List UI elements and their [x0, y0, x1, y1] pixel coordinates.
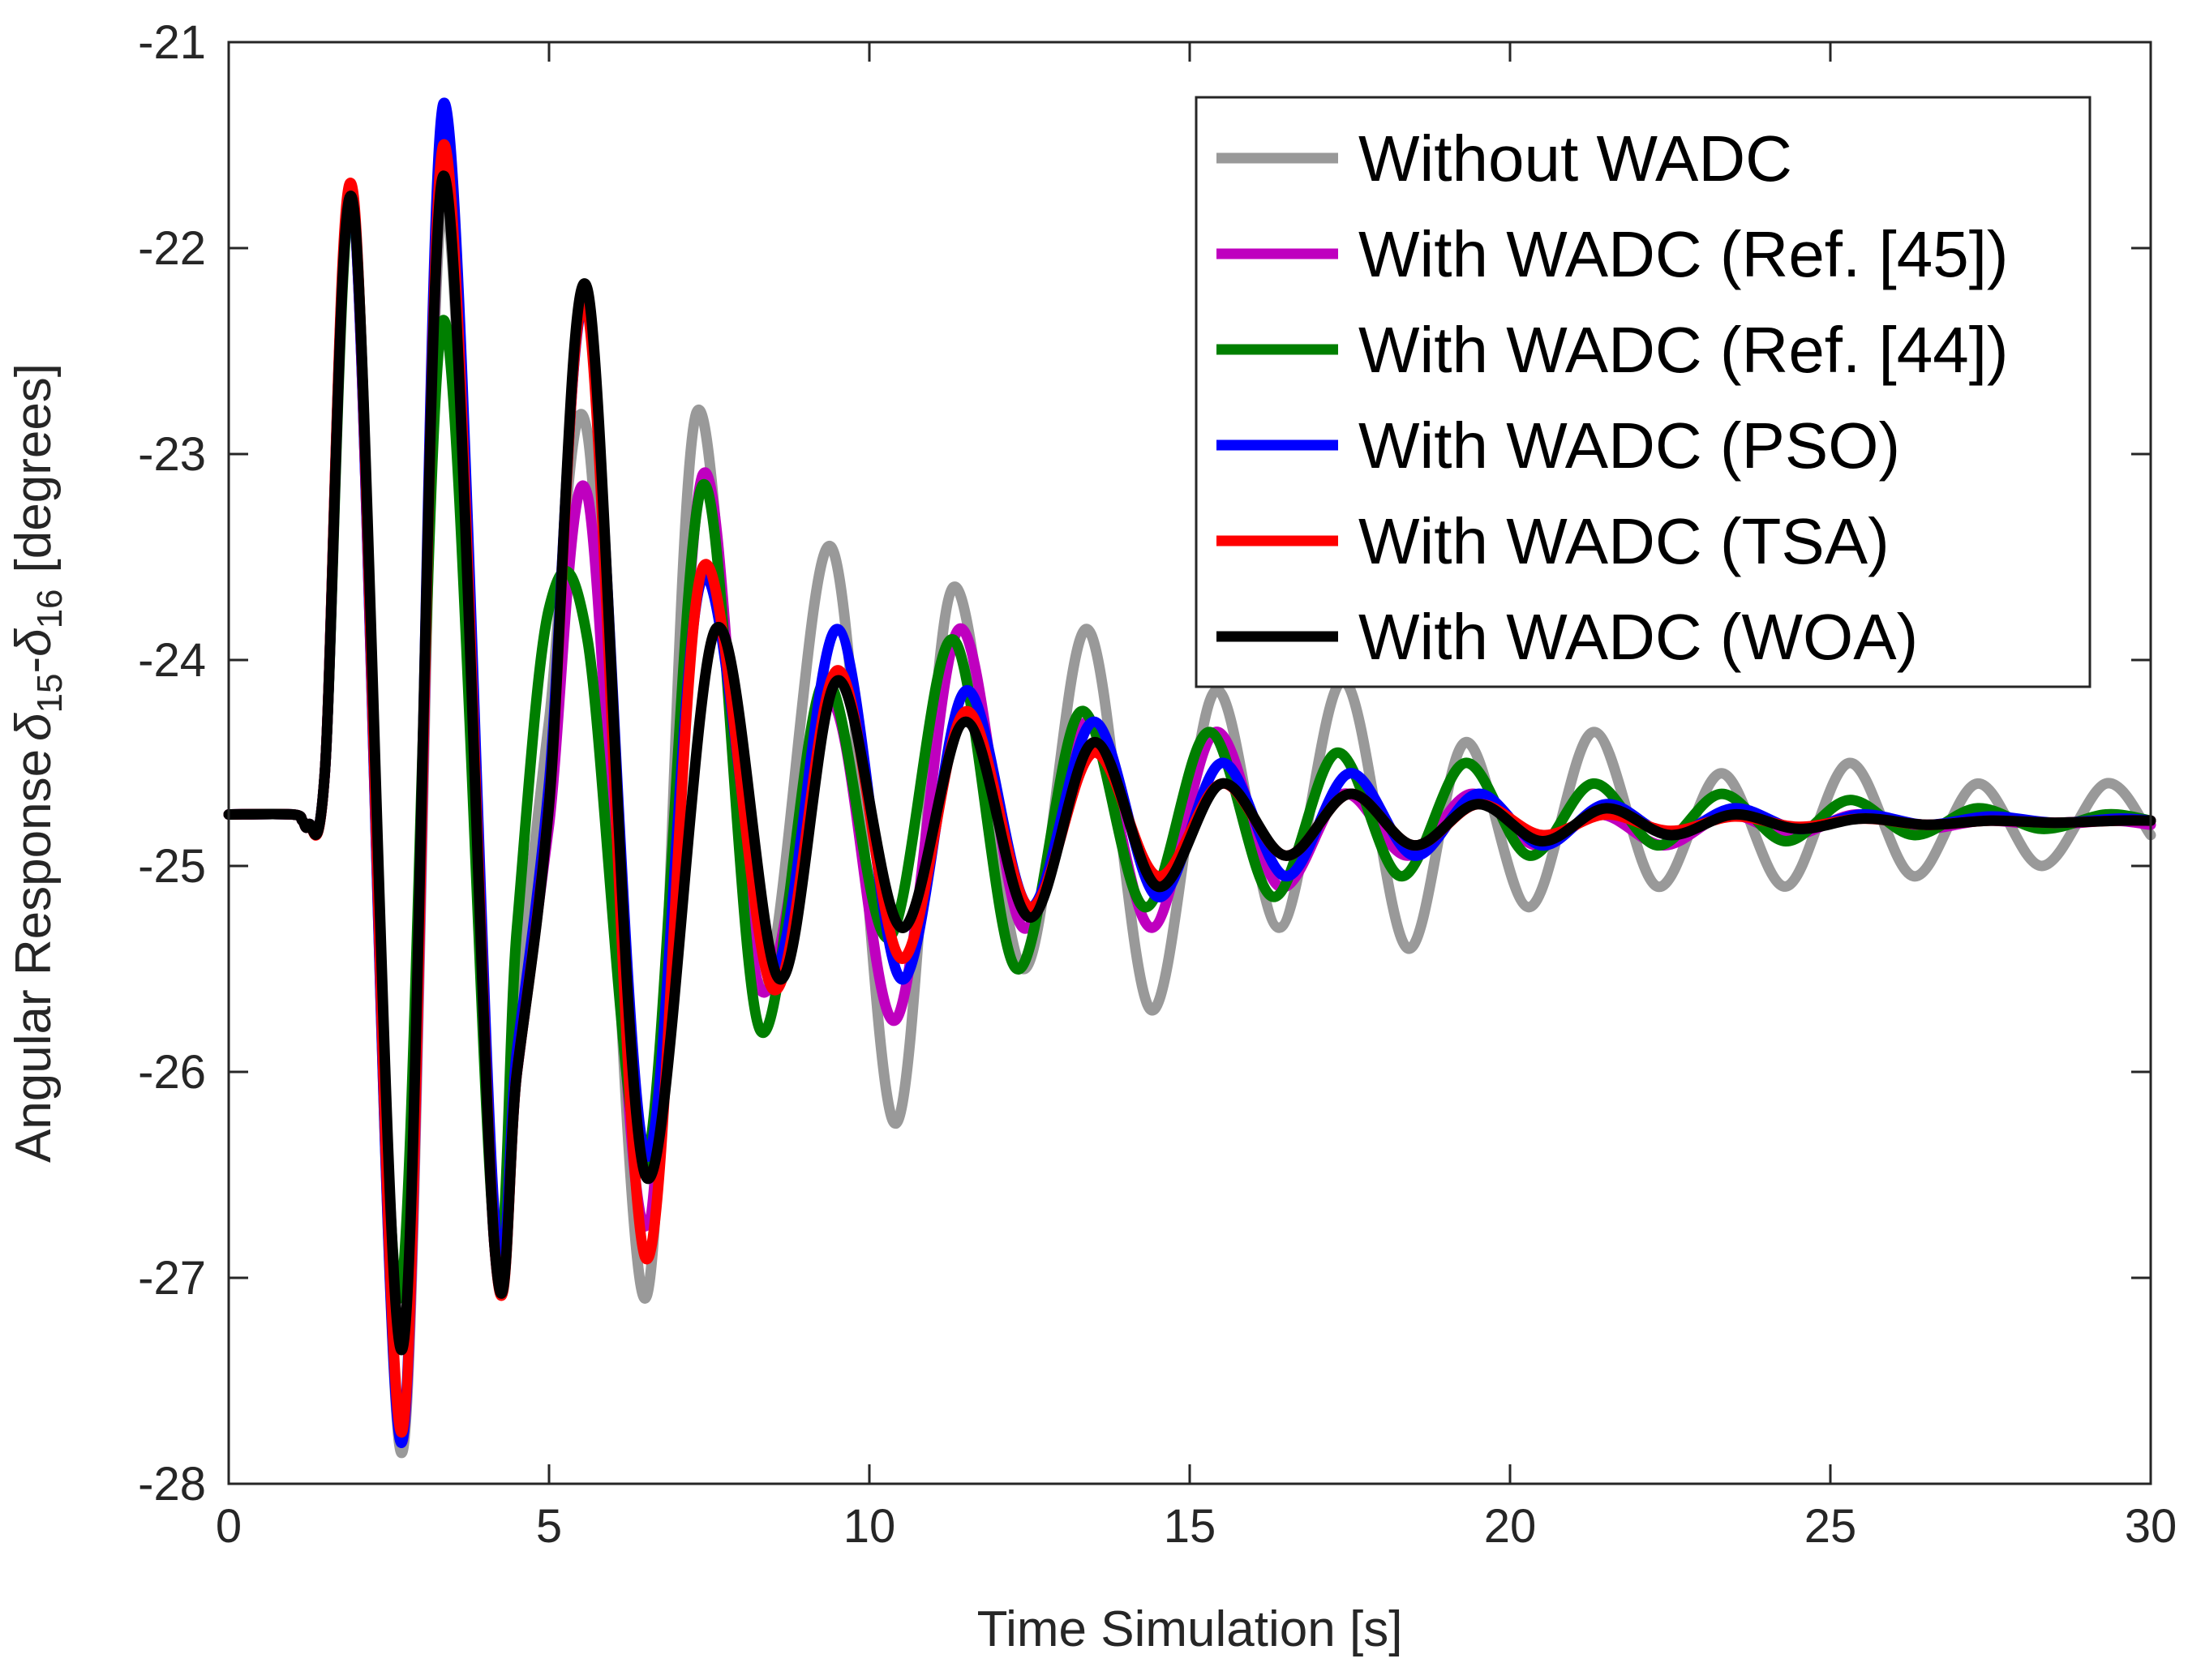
series-layer: [223, 97, 2156, 1459]
legend-label-without-wadc: Without WADC: [1358, 122, 1792, 195]
y-tick-label: -26: [138, 1046, 206, 1099]
y-tick-label: -28: [138, 1458, 206, 1511]
y-axis-title-delta-1: δ: [6, 713, 62, 741]
y-tick-label: -24: [138, 634, 206, 687]
y-axis-title-dash: -: [6, 657, 62, 674]
y-axis-title-sub-1: 15: [30, 674, 70, 714]
x-tick-label: 25: [1804, 1500, 1857, 1553]
series-line-with-wadc-woa: [223, 170, 2156, 1356]
y-tick-label: -27: [138, 1252, 206, 1305]
y-tick-label: -25: [138, 840, 206, 893]
x-ticks: 0 5 10 15 20 25 30: [216, 42, 2177, 1553]
y-axis-title-sub-2: 16: [30, 589, 70, 628]
y-axis-title-suffix: [degrees]: [6, 363, 62, 573]
legend-box: [1195, 96, 2091, 688]
y-axis-title-prefix: Angular Response: [6, 749, 62, 1163]
legend-label-with-wadc-ref-45: With WADC (Ref. [45]): [1358, 218, 2009, 290]
x-tick-label: 0: [216, 1500, 242, 1553]
x-tick-label: 5: [536, 1500, 562, 1553]
y-tick-label: -22: [138, 222, 206, 275]
y-tick-label: -21: [138, 16, 206, 69]
x-tick-label: 20: [1484, 1500, 1537, 1553]
y-ticks: -21 -22 -23 -24 -25 -26 -27 -28: [138, 16, 2151, 1511]
y-tick-label: -23: [138, 428, 206, 481]
x-tick-label: 15: [1164, 1500, 1216, 1553]
x-axis-title: Time Simulation [s]: [977, 1601, 1403, 1657]
x-tick-label: 10: [843, 1500, 896, 1553]
legend-label-with-wadc-tsa: With WADC (TSA): [1358, 505, 1890, 577]
legend: Without WADC With WADC (Ref. [45]) With WA…: [1195, 96, 2091, 688]
legend-label-with-wadc-woa: With WADC (WOA): [1358, 601, 1918, 673]
x-tick-label: 30: [2125, 1500, 2177, 1553]
legend-label-with-wadc-ref-44: With WADC (Ref. [44]): [1358, 314, 2009, 386]
y-axis-title-delta-2: δ: [6, 628, 62, 657]
legend-label-with-wadc-pso: With WADC (PSO): [1358, 409, 1900, 482]
y-axis-title: Angular Responseδ15-δ16[degrees]: [6, 363, 70, 1163]
